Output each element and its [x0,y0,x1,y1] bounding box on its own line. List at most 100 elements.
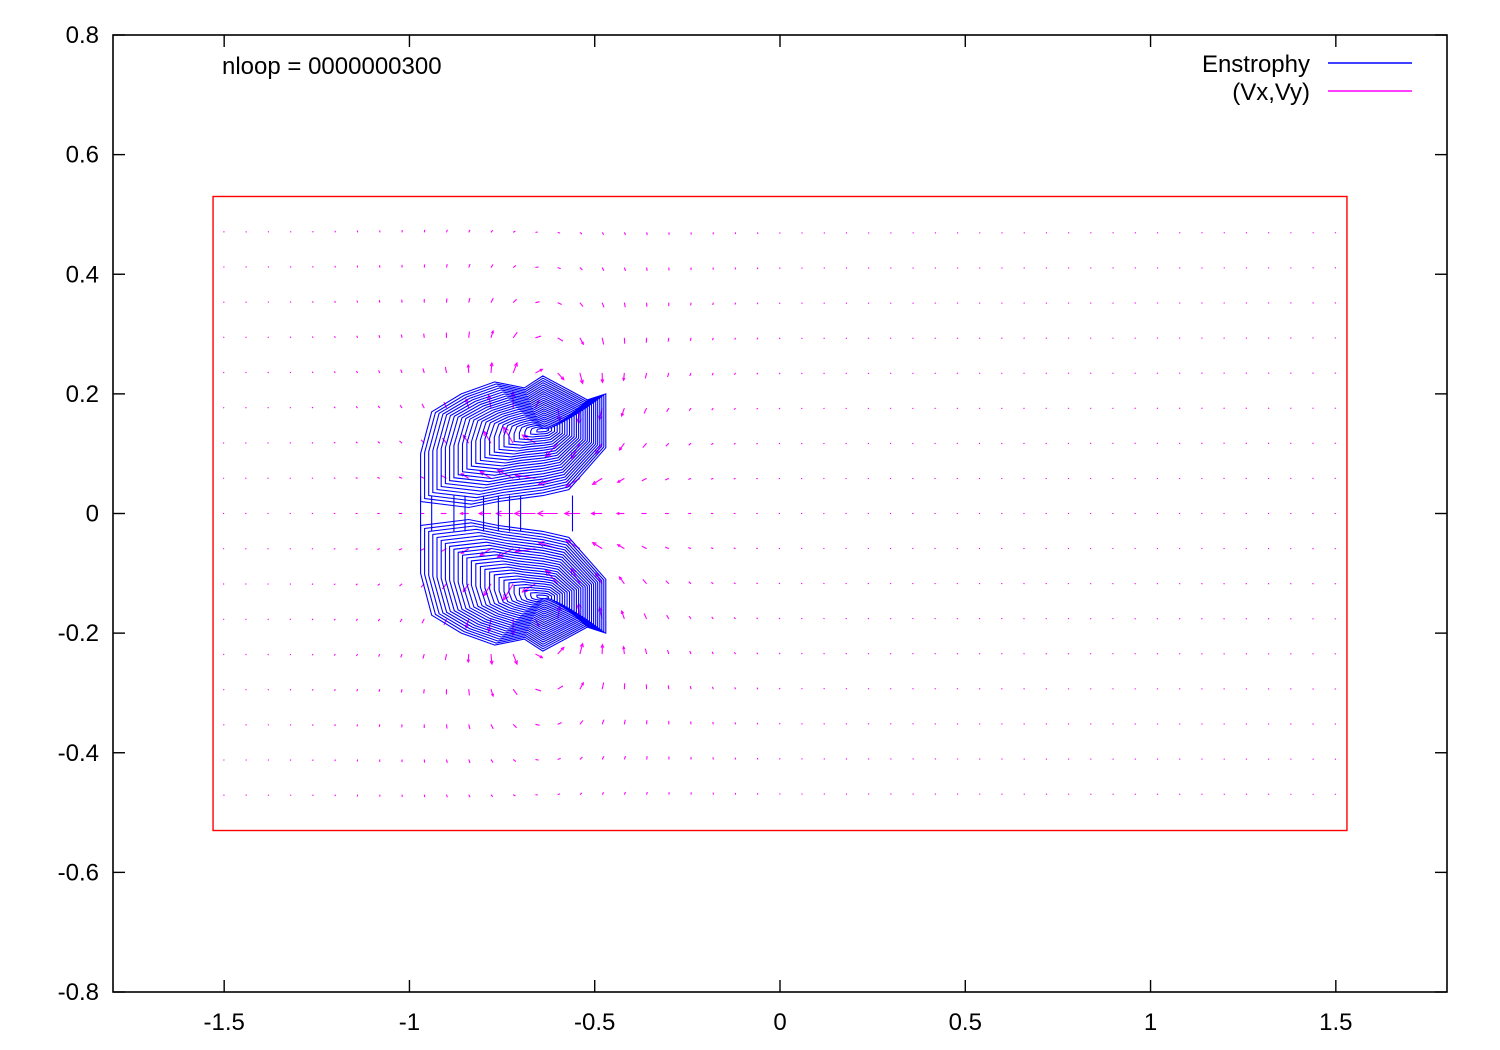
velocity-vector [579,720,584,725]
y-tick-label: 0.4 [66,261,99,288]
velocity-vector [267,724,270,726]
velocity-vector [1267,337,1270,339]
velocity-vector [445,229,448,233]
velocity-vector [334,300,336,303]
velocity-vector [1156,653,1159,655]
velocity-vector [1290,758,1292,760]
velocity-vector [1334,267,1337,269]
velocity-vector [912,302,914,304]
velocity-vector [557,231,561,234]
velocity-vector [601,791,605,795]
velocity-vector [1067,793,1070,795]
velocity-vector [222,653,225,656]
velocity-vector [867,758,870,760]
velocity-vector [801,687,803,690]
velocity-vector [535,688,542,692]
velocity-vector [912,793,914,795]
x-tick-label: -1 [399,1009,420,1036]
velocity-vector [490,362,493,373]
velocity-vector [512,331,518,339]
velocity-vector [823,442,825,445]
velocity-vector [245,442,247,444]
velocity-vector [1312,793,1314,796]
velocity-vector [1156,688,1159,690]
velocity-vector [1156,758,1159,760]
velocity-vector [1090,232,1092,234]
velocity-vector [867,372,870,375]
velocity-vector [644,372,648,379]
velocity-vector [978,232,981,234]
velocity-arrowhead [620,609,625,615]
velocity-vector [423,689,425,694]
velocity-arrowhead [536,510,544,517]
velocity-vector [1045,652,1048,655]
velocity-vector [623,232,627,236]
velocity-vector [289,618,292,621]
velocity-vector [778,617,781,620]
velocity-vector [1023,337,1025,339]
velocity-vector [1089,688,1092,690]
velocity-vector [978,652,981,655]
velocity-arrowhead [579,379,584,385]
velocity-vector [734,302,737,305]
velocity-vector [1312,337,1314,339]
velocity-arrowhead [464,397,469,403]
velocity-vector [443,401,448,409]
velocity-arrowhead [615,511,620,516]
velocity-vector [689,686,692,690]
velocity-arrowhead [620,412,625,418]
velocity-vector [1134,302,1137,304]
velocity-vector [1267,723,1270,725]
velocity-vector [889,687,892,690]
velocity-vector [1223,688,1225,690]
velocity-vector [889,337,892,340]
velocity-vector [667,337,670,342]
velocity-vector [623,302,626,308]
velocity-vector [646,232,648,236]
velocity-vector [557,267,561,270]
x-tick-label: -1.5 [203,1009,244,1036]
velocity-vector [1001,688,1003,690]
velocity-vector [666,614,670,620]
x-tick-label: 0 [773,1009,786,1036]
velocity-vector [579,302,584,307]
x-tick-label: 1 [1144,1009,1157,1036]
velocity-vector [711,337,714,341]
velocity-vector [733,651,737,655]
velocity-vector [823,337,825,340]
velocity-vector [223,759,225,761]
velocity-vector [867,652,870,655]
velocity-vector [1290,231,1292,234]
velocity-vector [934,302,937,304]
velocity-vector [978,688,981,690]
enstrophy-contour [498,575,568,613]
enstrophy-contour [461,397,586,476]
velocity-vector [1156,793,1159,796]
velocity-vector [468,263,471,268]
enstrophy-contour [489,569,573,617]
velocity-vector [223,301,225,303]
enstrophy-contour [457,547,588,632]
velocity-vector [689,650,692,655]
velocity-vector [490,264,494,268]
velocity-vector [1312,723,1314,725]
enstrophy-contour [432,382,601,499]
velocity-vector [623,267,627,272]
velocity-vector [445,759,448,763]
velocity-arrowhead [464,624,469,630]
velocity-vector [1089,337,1092,339]
velocity-vector [289,442,292,444]
velocity-vector [1267,267,1270,269]
velocity-vector [712,302,714,306]
velocity-vector [267,336,270,339]
velocity-vector [1089,723,1092,725]
velocity-vector [956,407,959,410]
velocity-vector [934,232,937,234]
enstrophy-contour [536,427,550,433]
velocity-vector [642,578,648,585]
velocity-vector [912,617,914,620]
velocity-vector [289,336,292,339]
velocity-vector [1134,758,1137,760]
velocity-vector [267,406,269,409]
velocity-vector [666,372,670,378]
